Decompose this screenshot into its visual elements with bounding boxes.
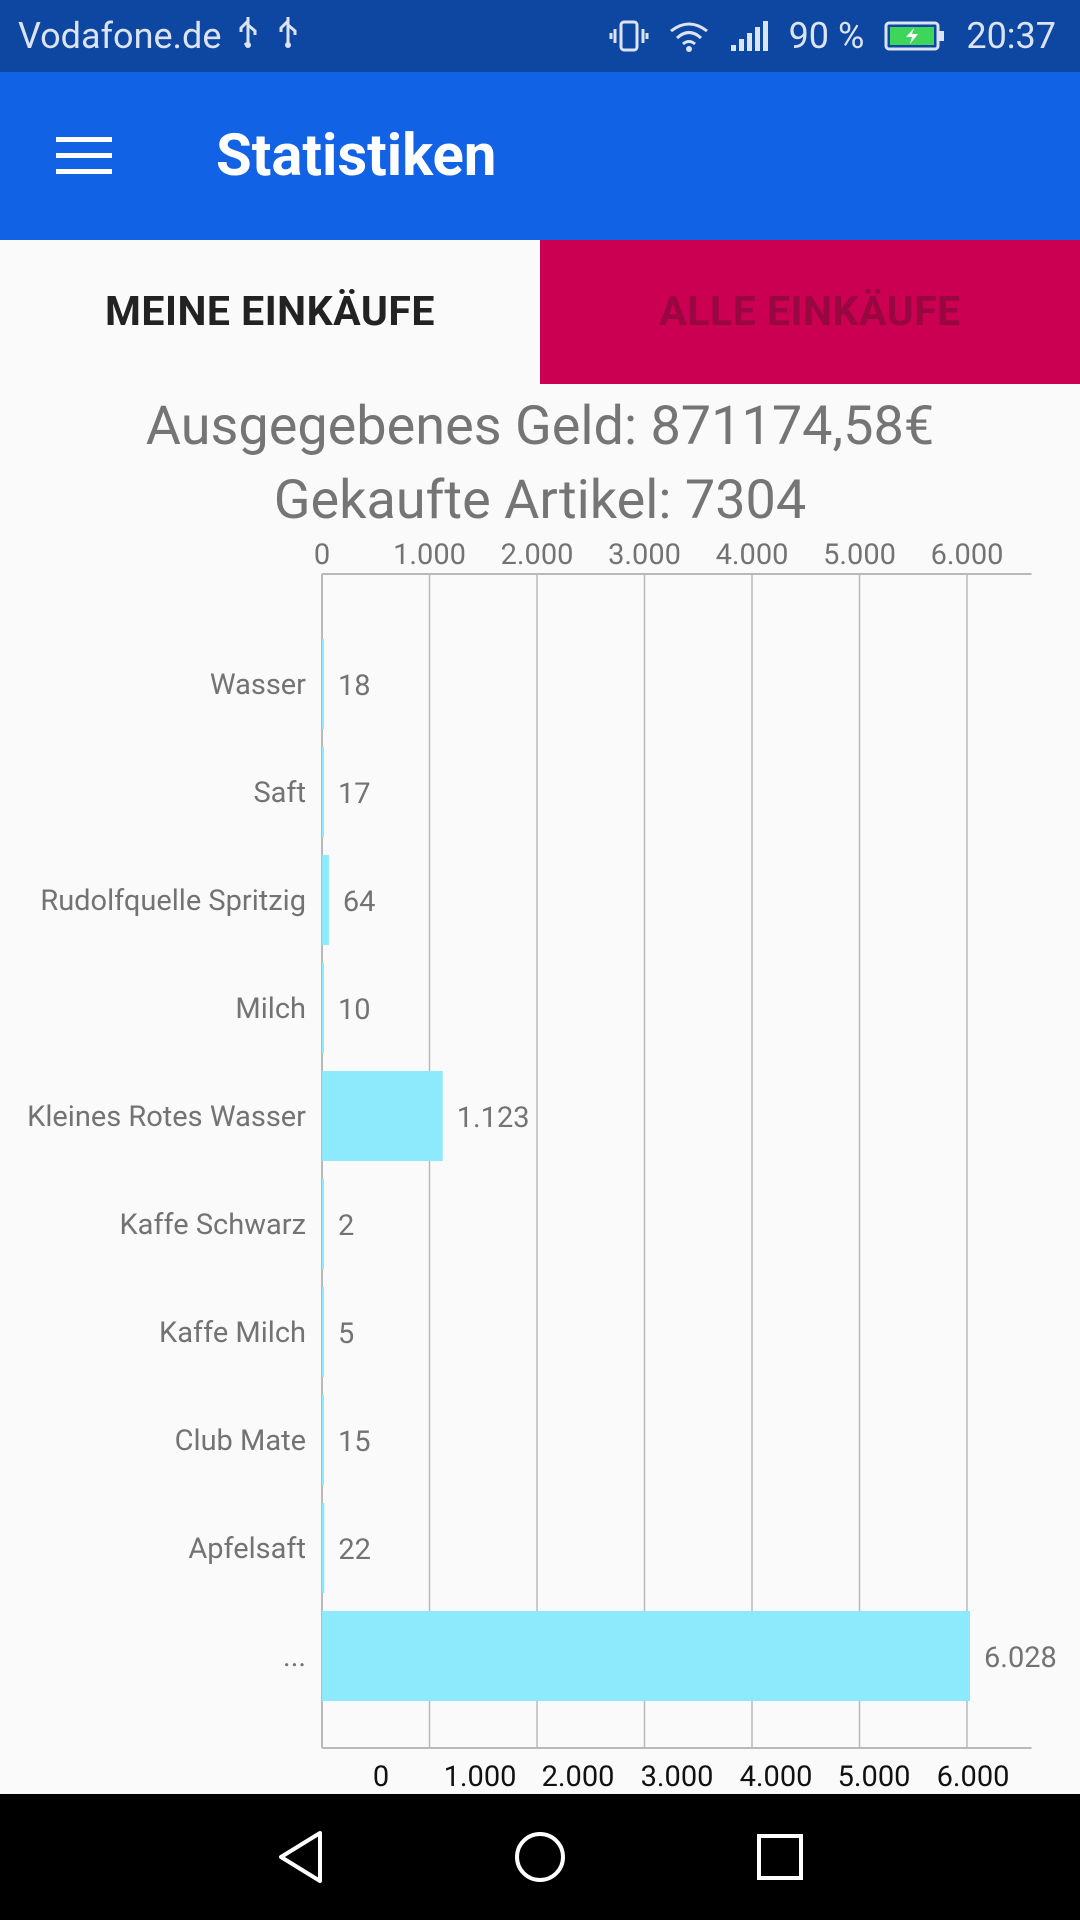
data-label: 64 <box>343 885 376 919</box>
menu-button[interactable] <box>24 96 144 216</box>
data-label: 15 <box>338 1425 371 1459</box>
usb-icon <box>275 15 301 58</box>
category-label: Milch <box>235 992 306 1026</box>
battery-level: 90 % <box>788 15 865 57</box>
category-label: Saft <box>253 776 306 810</box>
data-label: 2 <box>338 1209 354 1243</box>
top-tick-label: 1.000 <box>393 538 466 572</box>
navigation-bar <box>0 1794 1080 1920</box>
bottom-tick-label: 2.000 <box>542 1760 615 1794</box>
home-button[interactable] <box>490 1807 590 1907</box>
top-tick-label: 0 <box>314 538 330 572</box>
bottom-tick-label: 0 <box>373 1760 389 1794</box>
top-tick-label: 5.000 <box>823 538 896 572</box>
purchase-bar-chart: 0 1.000 2.000 3.000 4.000 5.000 6.000 0 1.000 2.0… <box>27 538 1057 1794</box>
tab-alle-einkaeufe[interactable]: ALLE EINKÄUFE <box>540 240 1080 384</box>
status-bar: Vodafone.de 90 % 20:37 <box>0 0 1080 72</box>
back-icon <box>279 1831 322 1883</box>
data-label: 6.028 <box>984 1641 1057 1675</box>
money-spent: Ausgegebenes Geld: 871174,58€ <box>145 395 935 458</box>
bar <box>322 855 329 945</box>
recents-button[interactable] <box>730 1807 830 1907</box>
bottom-tick-label: 1.000 <box>444 1760 517 1794</box>
carrier-name: Vodafone.de <box>18 15 222 57</box>
summary: Ausgegebenes Geld: 871174,58€ Gekaufte A… <box>0 390 1080 538</box>
bar <box>322 1287 324 1377</box>
data-label: 1.123 <box>457 1101 530 1135</box>
category-label: Apfelsaft <box>188 1532 306 1566</box>
bar <box>322 1611 971 1701</box>
tab-bar: MEINE EINKÄUFE ALLE EINKÄUFE <box>0 240 1080 384</box>
category-label: Kleines Rotes Wasser <box>27 1100 306 1134</box>
items-bought: Gekaufte Artikel: 7304 <box>273 469 807 532</box>
signal-icon <box>729 19 769 53</box>
battery-charging-icon <box>884 19 946 53</box>
data-label: 10 <box>338 993 371 1027</box>
bar <box>322 1179 324 1269</box>
page-title: Statistiken <box>216 122 497 190</box>
category-label: Wasser <box>210 668 306 702</box>
category-label: Rudolfquelle Spritzig <box>40 884 306 918</box>
back-button[interactable] <box>250 1807 350 1907</box>
data-label: 18 <box>338 669 371 703</box>
bar <box>322 1071 443 1161</box>
clock: 20:37 <box>966 15 1056 57</box>
usb-icon <box>235 15 261 58</box>
data-label: 22 <box>338 1533 371 1567</box>
category-label: Kaffe Schwarz <box>119 1208 306 1242</box>
tab-meine-einkaeufe[interactable]: MEINE EINKÄUFE <box>0 240 540 384</box>
bar <box>322 639 324 729</box>
bar <box>322 1395 324 1485</box>
app-bar: Statistiken <box>0 72 1080 240</box>
category-label: ... <box>283 1640 306 1674</box>
recents-icon <box>757 1834 803 1880</box>
top-tick-label: 4.000 <box>716 538 789 572</box>
home-icon <box>515 1832 565 1882</box>
bottom-tick-label: 6.000 <box>937 1760 1010 1794</box>
top-tick-label: 6.000 <box>931 538 1004 572</box>
top-tick-label: 2.000 <box>501 538 574 572</box>
top-tick-label: 3.000 <box>608 538 681 572</box>
wifi-icon <box>669 19 709 53</box>
bottom-tick-label: 4.000 <box>740 1760 813 1794</box>
bottom-tick-label: 3.000 <box>641 1760 714 1794</box>
bottom-tick-label: 5.000 <box>838 1760 911 1794</box>
menu-icon <box>56 137 112 174</box>
vibrate-icon <box>609 19 649 53</box>
category-label: Kaffe Milch <box>159 1316 306 1350</box>
data-label: 17 <box>338 777 371 811</box>
category-label: Club Mate <box>175 1424 306 1458</box>
bar <box>322 747 324 837</box>
data-label: 5 <box>338 1317 354 1351</box>
bar <box>322 963 324 1053</box>
bar <box>322 1503 325 1593</box>
